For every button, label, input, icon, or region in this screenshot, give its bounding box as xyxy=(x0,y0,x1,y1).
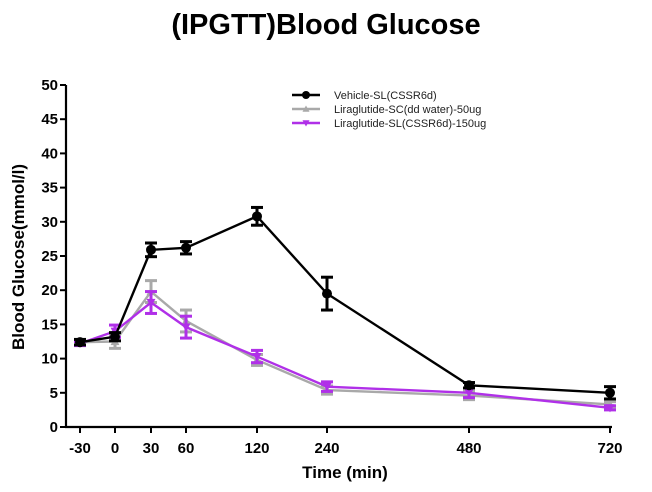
x-tick-label: 60 xyxy=(178,440,195,457)
legend-label: Liraglutide-SL(CSSR6d)-150ug xyxy=(334,118,486,130)
data-point xyxy=(252,352,262,362)
y-tick-label: 10 xyxy=(41,351,58,368)
legend: Vehicle-SL(CSSR6d) Liraglutide-SC(dd wate… xyxy=(292,90,486,130)
x-tick-label: 0 xyxy=(111,440,119,457)
y-tick-label: 5 xyxy=(50,385,58,402)
series-layer xyxy=(74,205,616,413)
y-tick-label: 35 xyxy=(41,180,58,197)
data-point xyxy=(252,211,262,222)
y-axis-label: Blood Glucose(mmol/l) xyxy=(9,164,28,350)
data-point xyxy=(605,404,615,413)
data-point xyxy=(464,380,474,391)
y-tick-label: 25 xyxy=(41,248,58,265)
x-tick-label: 720 xyxy=(597,440,622,457)
data-point xyxy=(464,389,474,398)
x-tick-label: -30 xyxy=(69,440,91,457)
data-point xyxy=(181,242,191,253)
data-point xyxy=(110,331,120,342)
series-vehicle-sl-cssr6d- xyxy=(74,205,616,401)
legend-item: Vehicle-SL(CSSR6d) xyxy=(292,90,437,102)
x-tick-label: 120 xyxy=(244,440,269,457)
series-line xyxy=(79,301,611,410)
legend-marker xyxy=(302,91,310,99)
data-point xyxy=(146,244,156,255)
data-point xyxy=(322,383,332,392)
legend-label: Liraglutide-SC(dd water)-50ug xyxy=(334,104,481,116)
y-tick-label: 0 xyxy=(50,419,58,436)
legend-marker xyxy=(302,105,310,112)
legend-label: Vehicle-SL(CSSR6d) xyxy=(334,90,437,102)
x-tick-label: 480 xyxy=(456,440,481,457)
y-tick-label: 45 xyxy=(41,111,58,128)
chart-title: (IPGTT)Blood Glucose xyxy=(171,9,480,41)
legend-marker xyxy=(302,120,310,127)
data-point xyxy=(181,323,191,332)
series-line xyxy=(79,214,611,394)
data-point xyxy=(75,337,85,348)
data-point xyxy=(146,298,156,308)
data-point xyxy=(605,387,615,398)
x-axis-label: Time (min) xyxy=(302,463,388,482)
data-point xyxy=(322,288,332,299)
y-tick-label: 50 xyxy=(41,77,58,94)
y-tick-label: 40 xyxy=(41,145,58,162)
x-tick-label: 240 xyxy=(314,440,339,457)
axes: 0 5 10 15 20 25 30 35 40 45 50 -30 0 30 60 120 240 480 720 xyxy=(41,77,622,457)
series-liraglutide-sl-cssr6d-150ug xyxy=(74,290,616,413)
y-tick-label: 20 xyxy=(41,282,58,299)
y-tick-label: 15 xyxy=(41,316,58,333)
legend-item: Liraglutide-SL(CSSR6d)-150ug xyxy=(292,118,486,130)
legend-item: Liraglutide-SC(dd water)-50ug xyxy=(292,104,481,116)
x-tick-label: 30 xyxy=(143,440,160,457)
y-tick-label: 30 xyxy=(41,214,58,231)
